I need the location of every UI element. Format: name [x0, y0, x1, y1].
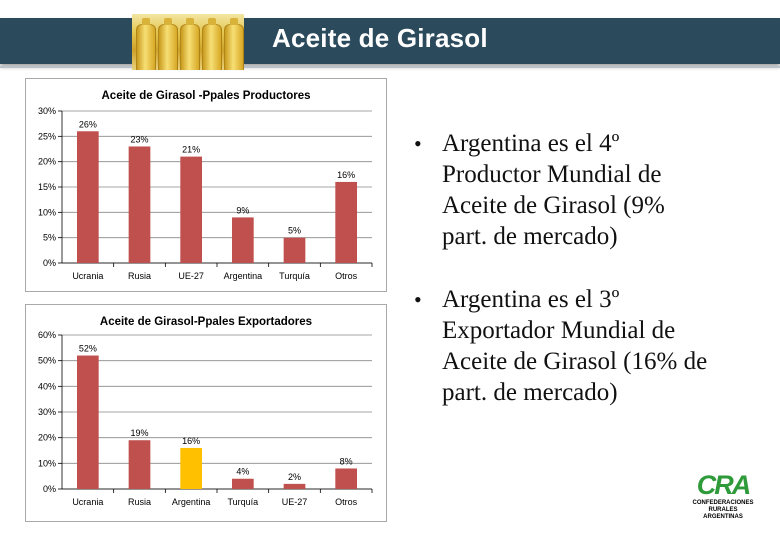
bar	[128, 146, 151, 263]
bar	[283, 237, 306, 263]
title-bar	[0, 18, 780, 64]
cra-logo-text: CONFEDERACIONES	[692, 500, 754, 506]
bullet-line: part. de mercado)	[442, 379, 618, 406]
data-label: 2%	[288, 472, 301, 482]
y-tick-label: 20%	[38, 433, 56, 443]
x-tick-label: Ucrania	[72, 497, 103, 507]
x-tick-label: UE-27	[178, 271, 204, 281]
bullet-dot-icon: •	[414, 131, 422, 156]
bullet-line: part. de mercado)	[442, 223, 618, 250]
y-tick-label: 0%	[43, 258, 56, 268]
bullet-line: Aceite de Girasol (9%	[442, 192, 665, 219]
x-tick-label: Argentina	[224, 271, 263, 281]
bar	[180, 156, 203, 263]
data-label: 16%	[182, 436, 200, 446]
x-tick-label: Rusia	[128, 271, 151, 281]
bullet-list: • Argentina es el 4º Productor Mundial d…	[414, 128, 764, 440]
data-label: 16%	[337, 170, 355, 180]
y-tick-label: 10%	[38, 458, 56, 468]
bullet-line: Aceite de Girasol (16% de	[442, 348, 708, 375]
x-tick-label: Turquía	[279, 271, 310, 281]
producers-chart: Aceite de Girasol -Ppales Productores 0% 5…	[25, 78, 387, 292]
bullet-line: Exportador Mundial de	[442, 317, 676, 344]
y-tick-label: 60%	[38, 330, 56, 340]
x-tick-label: Turquía	[227, 497, 258, 507]
bar	[283, 483, 306, 489]
data-label: 8%	[340, 456, 353, 466]
exporters-chart: Aceite de Girasol-Ppales Exportadores 0% 1…	[25, 304, 387, 522]
cra-logo-text: RURALES	[708, 507, 738, 513]
y-tick-label: 0%	[43, 484, 56, 494]
slide-title: Aceite de Girasol	[272, 23, 488, 53]
bullet-exporter: • Argentina es el 3º Exportador Mundial …	[414, 284, 764, 408]
data-label: 4%	[236, 467, 249, 477]
chart-title: Aceite de Girasol -Ppales Productores	[102, 90, 311, 102]
data-label: 9%	[236, 205, 249, 215]
bar	[231, 217, 254, 263]
y-tick-label: 50%	[38, 356, 56, 366]
y-tick-label: 5%	[43, 233, 56, 243]
chart-title: Aceite de Girasol-Ppales Exportadores	[100, 316, 312, 328]
data-label: 5%	[288, 226, 301, 236]
bar	[231, 478, 254, 489]
title-bar-underline	[0, 66, 780, 68]
y-tick-label: 30%	[38, 407, 56, 417]
y-tick-label: 15%	[38, 182, 56, 192]
x-tick-label: Rusia	[128, 497, 151, 507]
y-tick-label: 10%	[38, 207, 56, 217]
bar	[335, 181, 358, 263]
x-tick-label: Ucrania	[72, 271, 103, 281]
bar	[128, 440, 151, 489]
cra-logo-mark: CRA	[696, 470, 752, 500]
y-tick-label: 40%	[38, 381, 56, 391]
x-tick-label: Argentina	[172, 497, 211, 507]
bullet-dot-icon: •	[414, 287, 422, 312]
cra-logo-text: ARGENTINAS	[703, 514, 743, 520]
bullet-line: Productor Mundial de	[442, 161, 662, 188]
bullet-line: Argentina es el 4º	[442, 130, 620, 157]
y-tick-label: 25%	[38, 131, 56, 141]
x-tick-label: UE-27	[282, 497, 308, 507]
data-label: 52%	[79, 344, 97, 354]
data-label: 21%	[182, 145, 200, 155]
data-label: 19%	[130, 428, 148, 438]
x-tick-label: Otros	[335, 497, 358, 507]
data-label: 23%	[130, 134, 148, 144]
y-tick-label: 30%	[38, 106, 56, 116]
y-tick-label: 20%	[38, 157, 56, 167]
bar	[335, 468, 358, 489]
x-tick-label: Otros	[335, 271, 358, 281]
bullet-producer: • Argentina es el 4º Productor Mundial d…	[414, 128, 764, 252]
bar	[76, 131, 99, 263]
bullet-line: Argentina es el 3º	[442, 286, 620, 313]
bar	[180, 447, 203, 489]
data-label: 26%	[79, 119, 97, 129]
cra-logo: CRA CONFEDERACIONES RURALES ARGENTINAS	[684, 470, 762, 530]
chart-svg: Aceite de Girasol -Ppales Productores 0% 5…	[38, 90, 373, 281]
bar	[76, 355, 99, 489]
oil-bottles-photo	[132, 14, 244, 70]
chart-svg: Aceite de Girasol-Ppales Exportadores 0% 1…	[38, 316, 373, 507]
